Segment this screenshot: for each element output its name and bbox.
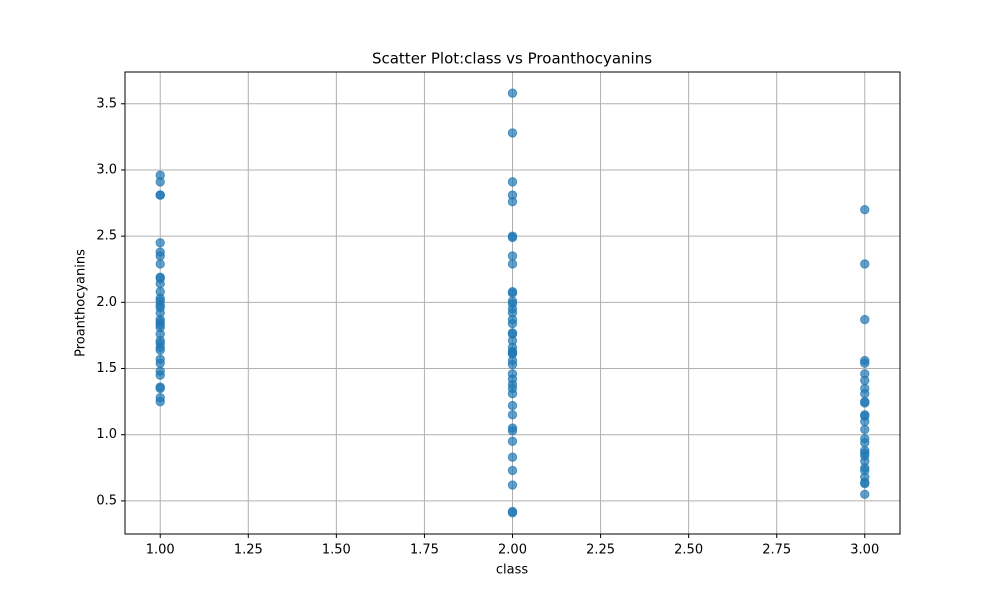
point [507,359,518,370]
point [155,383,165,394]
point [507,259,518,269]
x-tick-label: 2.50 [674,543,703,558]
y-tick-label: 1.5 [96,361,117,376]
x-tick-label: 2.25 [586,543,615,558]
point [507,465,518,476]
point [507,410,518,420]
point [860,398,870,408]
point [507,232,518,243]
point [860,416,870,427]
chart-title: Scatter Plot:class vs Proanthocyanins [372,50,652,68]
x-axis-label: class [496,563,528,578]
x-tick-label: 2.75 [762,543,791,558]
point [860,259,870,269]
y-tick-label: 3.0 [96,162,117,177]
x-tick-label: 3.00 [850,543,879,558]
point [860,375,870,386]
point [860,388,870,399]
point [155,370,165,380]
point [507,288,518,298]
point [507,508,518,518]
point [507,480,518,490]
point [507,388,518,399]
point [155,279,165,289]
y-axis-label: Proanthocyanins [74,249,89,357]
point [507,436,518,447]
point [860,358,870,368]
plot-frame [124,71,901,535]
point [155,190,165,200]
point [155,396,165,407]
point [507,426,518,436]
point [155,345,165,355]
y-tick-label: 2.0 [96,295,117,310]
x-tick-label: 1.75 [410,543,439,558]
point [507,128,518,138]
point [507,318,518,329]
point [507,452,518,462]
x-tick-label: 1.50 [322,543,351,558]
point [155,358,165,368]
y-tick-label: 2.5 [96,229,117,244]
point [860,314,870,325]
point [155,251,165,261]
point [507,197,518,207]
x-tick-label: 1.00 [146,543,175,558]
y-tick-label: 1.0 [96,427,117,442]
x-tick-label: 2.00 [498,543,527,558]
point [507,88,518,98]
point [860,489,870,499]
point [155,259,165,269]
point [155,177,165,187]
point [507,400,518,411]
point [860,204,870,215]
point [507,251,518,261]
point [860,437,870,448]
x-tick-label: 1.25 [234,543,263,558]
y-tick-label: 3.5 [96,96,117,111]
point [860,424,870,435]
y-tick-label: 0.5 [96,493,117,508]
point [860,478,870,489]
point [155,238,165,248]
point [507,177,518,187]
